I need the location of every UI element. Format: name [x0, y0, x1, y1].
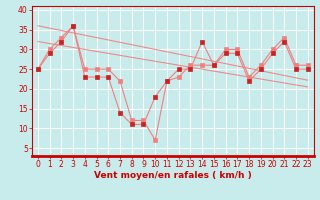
X-axis label: Vent moyen/en rafales ( km/h ): Vent moyen/en rafales ( km/h ) [94, 171, 252, 180]
